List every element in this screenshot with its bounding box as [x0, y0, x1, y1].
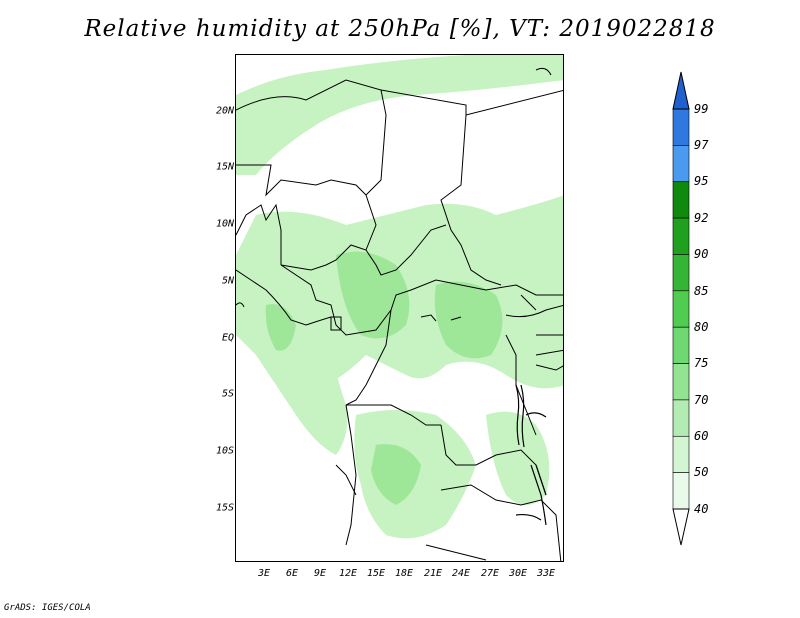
lon-label-12e: 12E [338, 568, 358, 579]
colorbar-segment [672, 399, 690, 437]
map-panel [235, 54, 564, 562]
lon-label-30e: 30E [508, 568, 528, 579]
colorbar-label-80: 80 [694, 320, 709, 334]
lon-label-33e: 33E [536, 568, 556, 579]
lon-label-27e: 27E [480, 568, 500, 579]
lon-label-6e: 6E [285, 568, 299, 579]
lat-label-5s: 5S [221, 388, 234, 400]
lon-label-18e: 18E [394, 568, 414, 579]
colorbar-segment [672, 290, 690, 328]
colorbar-label-40: 40 [694, 502, 709, 516]
colorbar-segment [672, 363, 690, 401]
colorbar-segments [672, 108, 690, 510]
colorbar-segment [672, 217, 690, 255]
colorbar-segment [672, 145, 690, 183]
colorbar-label-85: 85 [694, 284, 709, 298]
colorbar-label-97: 97 [694, 138, 709, 152]
coastline-details [236, 67, 552, 322]
colorbar-segment [672, 254, 690, 292]
footer-credit: GrADS: IGES/COLA [4, 603, 91, 613]
lon-label-9e: 9E [313, 568, 327, 579]
lat-label-eq: EQ [221, 332, 234, 344]
lon-label-3e: 3E [257, 568, 271, 579]
lat-label-10s: 10S [215, 445, 234, 457]
colorbar-segment [672, 472, 690, 510]
lake-outlines [515, 384, 547, 526]
colorbar-label-75: 75 [694, 356, 709, 370]
colorbar-label-99: 99 [694, 102, 709, 116]
colorbar-label-50: 50 [694, 465, 709, 479]
lon-label-21e: 21E [423, 568, 443, 579]
colorbar-segment [672, 435, 690, 473]
map-title: Relative humidity at 250hPa [%], VT: 201… [84, 16, 716, 42]
lat-label-5n: 5N [221, 275, 234, 287]
humidity-map [236, 55, 563, 561]
lat-label-15s: 15S [215, 502, 234, 514]
lat-label-15n: 15N [215, 161, 234, 173]
colorbar-top-arrow [672, 71, 690, 110]
country-borders [236, 79, 563, 561]
colorbar-label-90: 90 [694, 247, 709, 261]
lon-label-15e: 15E [366, 568, 386, 579]
colorbar-label-95: 95 [694, 174, 709, 188]
colorbar-segment [672, 326, 690, 364]
lat-label-20n: 20N [215, 105, 234, 117]
colorbar-segment [672, 108, 690, 146]
lon-label-24e: 24E [451, 568, 471, 579]
lat-label-10n: 10N [215, 218, 234, 230]
colorbar-label-92: 92 [694, 211, 709, 225]
colorbar-label-60: 60 [694, 429, 709, 443]
colorbar-bottom-arrow [672, 508, 690, 546]
colorbar-label-70: 70 [694, 393, 709, 407]
colorbar-segment [672, 181, 690, 219]
